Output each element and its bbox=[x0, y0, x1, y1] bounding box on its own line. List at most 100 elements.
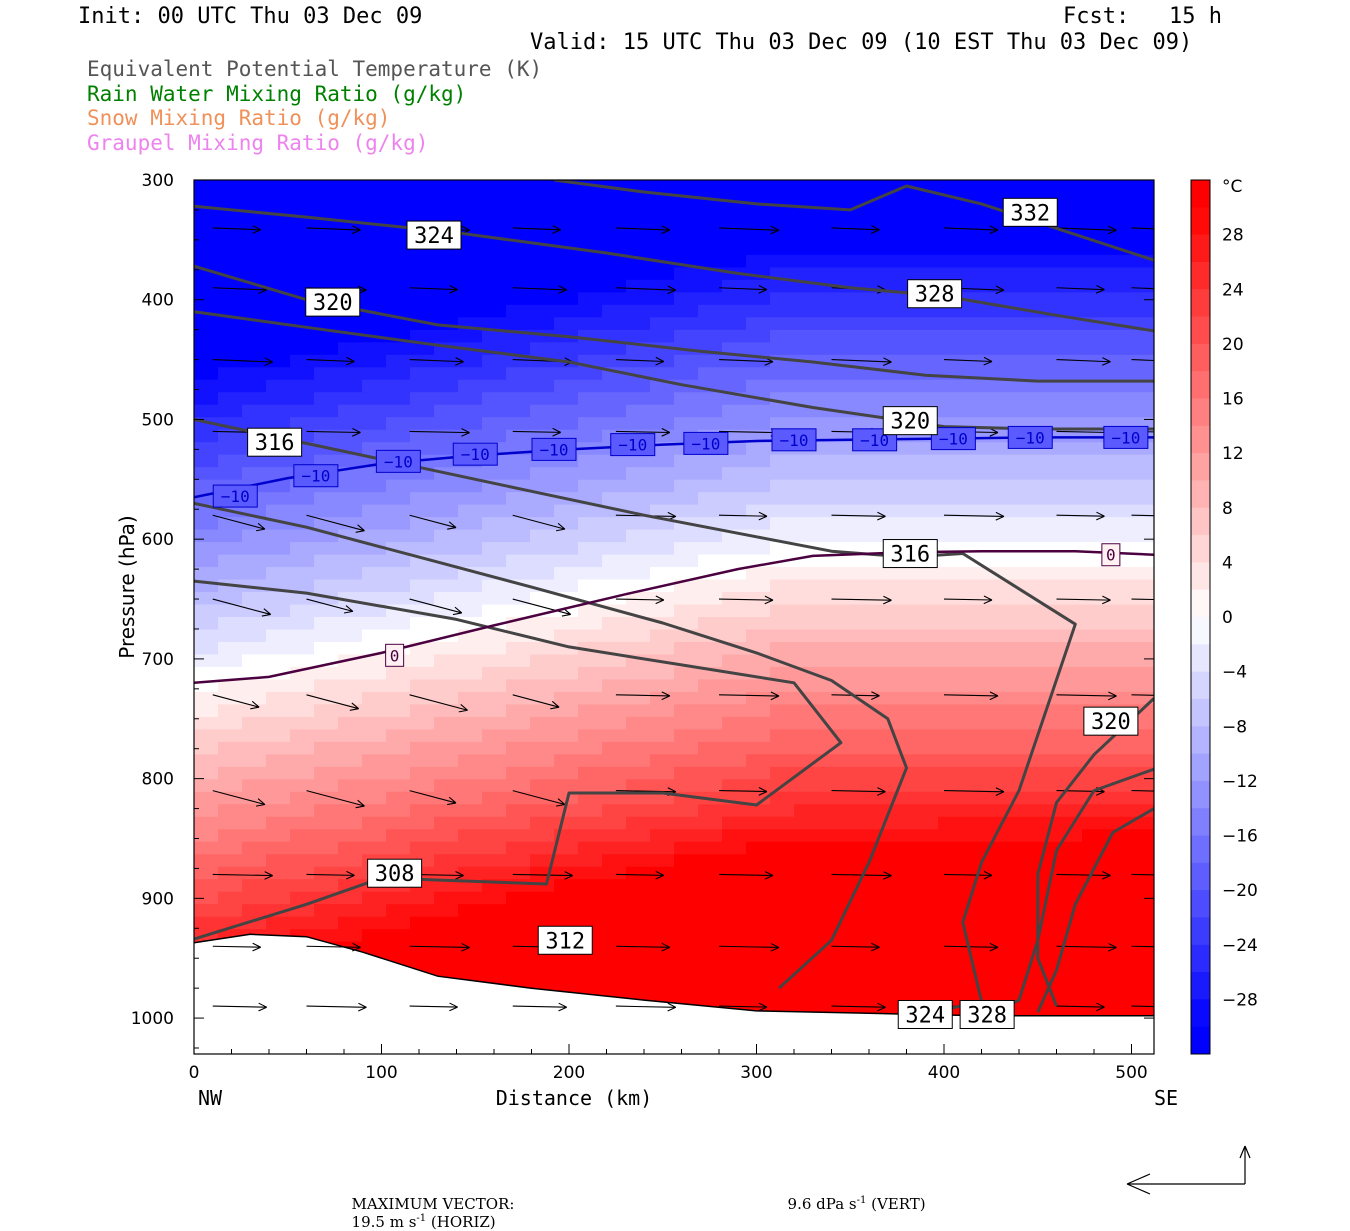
colorbar-unit: °C bbox=[1222, 177, 1242, 197]
legend-item-rain: Rain Water Mixing Ratio (g/kg) bbox=[87, 82, 467, 106]
wind-vector-5-8 bbox=[1056, 595, 1111, 605]
wind-vector-7-6 bbox=[831, 787, 886, 796]
wind-vector-4-3 bbox=[512, 514, 566, 532]
theta-label-box-2-0 bbox=[406, 220, 462, 250]
wind-vector-10-2 bbox=[409, 1002, 458, 1012]
wind-vector-4-7 bbox=[943, 511, 1005, 521]
temp-label-box-1-1 bbox=[1101, 543, 1121, 567]
temp-label-0-3: −10 bbox=[461, 445, 490, 464]
colorbar-tick-label-11: −16 bbox=[1222, 827, 1258, 847]
temp-label-box-0-9 bbox=[930, 427, 976, 451]
wind-vector-6-4 bbox=[615, 691, 671, 701]
theta-label-6-0: 312 bbox=[545, 929, 585, 954]
x-tick-label-0: 0 bbox=[189, 1063, 200, 1083]
wind-vector-8-4 bbox=[615, 870, 665, 880]
theta-label-3-0: 320 bbox=[313, 291, 353, 316]
wind-vector-10-9 bbox=[1131, 1005, 1154, 1008]
y-tick-label-300: 300 bbox=[142, 171, 174, 191]
temp-label-box-0-3 bbox=[452, 442, 498, 466]
wind-vector-9-2 bbox=[409, 942, 470, 952]
wind-vector-8-1 bbox=[306, 870, 355, 880]
x-tick-label-500: 500 bbox=[1115, 1063, 1147, 1083]
colorbar-tick-label-7: 0 bbox=[1222, 608, 1233, 628]
wind-vector-9-4 bbox=[615, 942, 671, 952]
x-tick-label-400: 400 bbox=[928, 1063, 960, 1083]
wind-vector-8-7 bbox=[943, 870, 993, 880]
wind-vector-10-3 bbox=[512, 1002, 567, 1012]
max-vector-horiz-unit: (HORIZ) bbox=[426, 1213, 496, 1231]
wind-vector-7-9 bbox=[1131, 790, 1154, 792]
theta-label-box-0-0 bbox=[1002, 197, 1058, 227]
colorbar-tick-label-9: −8 bbox=[1222, 717, 1247, 737]
wind-vector-8-8 bbox=[1056, 870, 1111, 880]
colorbar-tick-label-12: −20 bbox=[1222, 881, 1258, 901]
footer-vert-vector: 9.6 dPa s-1 (VERT) bbox=[778, 1177, 926, 1213]
reference-vector-icon bbox=[1126, 1145, 1251, 1195]
temp-label-box-0-1 bbox=[293, 464, 339, 488]
wind-vector-1-5 bbox=[718, 285, 768, 294]
temperature-field bbox=[194, 180, 1154, 1054]
valid-time-label: Valid: 15 UTC Thu 03 Dec 09 (10 EST Thu … bbox=[530, 30, 1193, 55]
wind-vector-7-3 bbox=[512, 790, 566, 807]
temp-label-0-1: −10 bbox=[301, 467, 330, 486]
wind-vector-9-1 bbox=[306, 942, 361, 952]
init-time-label: Init: 00 UTC Thu 03 Dec 09 bbox=[78, 4, 423, 29]
wind-vector-5-2 bbox=[409, 598, 463, 616]
wind-vector-5-9 bbox=[1131, 598, 1154, 601]
temp-label-1-1: 0 bbox=[1106, 546, 1116, 565]
colorbar-frame bbox=[1190, 179, 1211, 1055]
x-end-label-right: SE bbox=[1154, 1086, 1178, 1110]
wind-vector-9-7 bbox=[943, 942, 999, 952]
theta-label-2-0: 324 bbox=[414, 224, 454, 249]
wind-vector-1-3 bbox=[512, 285, 567, 294]
colorbar-tick-label-2: 20 bbox=[1222, 335, 1244, 355]
temp-label-1-0: 0 bbox=[390, 646, 400, 665]
y-tick-label-600: 600 bbox=[142, 530, 174, 550]
x-tick-label-200: 200 bbox=[553, 1063, 585, 1083]
wind-vector-5-7 bbox=[943, 595, 993, 605]
theta-label-3-1: 320 bbox=[890, 410, 930, 435]
wind-vector-1-4 bbox=[615, 285, 677, 295]
wind-vector-3-1 bbox=[306, 428, 361, 437]
wind-vector-9-5 bbox=[718, 942, 780, 952]
wind-vector-6-7 bbox=[943, 691, 999, 701]
wind-vector-0-8 bbox=[1056, 225, 1117, 235]
colorbar-tick-label-8: −4 bbox=[1222, 663, 1247, 683]
wind-vector-6-2 bbox=[409, 694, 468, 713]
wind-vector-7-5 bbox=[718, 787, 768, 796]
theta-label-9-0: 328 bbox=[967, 1003, 1007, 1028]
wind-vector-4-0 bbox=[212, 514, 266, 532]
wind-vector-7-7 bbox=[943, 787, 1005, 796]
y-tick-label-900: 900 bbox=[142, 889, 174, 909]
theta-e-contour-328-1 bbox=[194, 204, 1154, 333]
wind-vector-1-2 bbox=[409, 285, 458, 294]
colorbar-tick-label-5: 8 bbox=[1222, 499, 1233, 519]
wind-vector-2-8 bbox=[1056, 357, 1111, 366]
wind-vector-6-8 bbox=[1056, 691, 1117, 701]
wind-vector-5-6 bbox=[831, 595, 892, 605]
wind-vector-6-1 bbox=[306, 694, 360, 711]
theta-e-contour-328-9 bbox=[1036, 807, 1154, 1013]
wind-vector-0-4 bbox=[615, 225, 671, 235]
theta-label-box-1-0 bbox=[907, 279, 963, 309]
temp-label-box-0-4 bbox=[531, 437, 577, 461]
wind-vector-6-0 bbox=[212, 694, 260, 710]
max-vector-horiz: 19.5 m s bbox=[351, 1213, 417, 1231]
wind-vector-8-5 bbox=[718, 870, 774, 880]
colorbar: °C 28 24 20 16 12 8 4 0 −4 −8 −12 −16 −20 −24 −28 bbox=[1190, 177, 1258, 1055]
temp-label-0-9: −10 bbox=[939, 430, 968, 449]
theta-label-box-3-0 bbox=[305, 287, 361, 317]
wind-vector-1-8 bbox=[1056, 285, 1105, 294]
y-tick-label-400: 400 bbox=[142, 291, 174, 311]
forecast-hour-label: Fcst: 15 h bbox=[1063, 4, 1222, 29]
wind-vector-4-6 bbox=[831, 511, 886, 521]
wind-vector-9-6 bbox=[831, 942, 880, 952]
temp-label-0-11: −10 bbox=[1111, 428, 1140, 447]
wind-vector-9-0 bbox=[212, 942, 261, 952]
temp-label-0-10: −10 bbox=[1016, 428, 1045, 447]
theta-label-box-3-1 bbox=[882, 406, 938, 436]
wind-vector-0-9 bbox=[1131, 227, 1154, 230]
vert-exponent: -1 bbox=[856, 1195, 867, 1206]
wind-vector-3-2 bbox=[409, 428, 470, 437]
temp-label-box-0-2 bbox=[375, 449, 421, 473]
